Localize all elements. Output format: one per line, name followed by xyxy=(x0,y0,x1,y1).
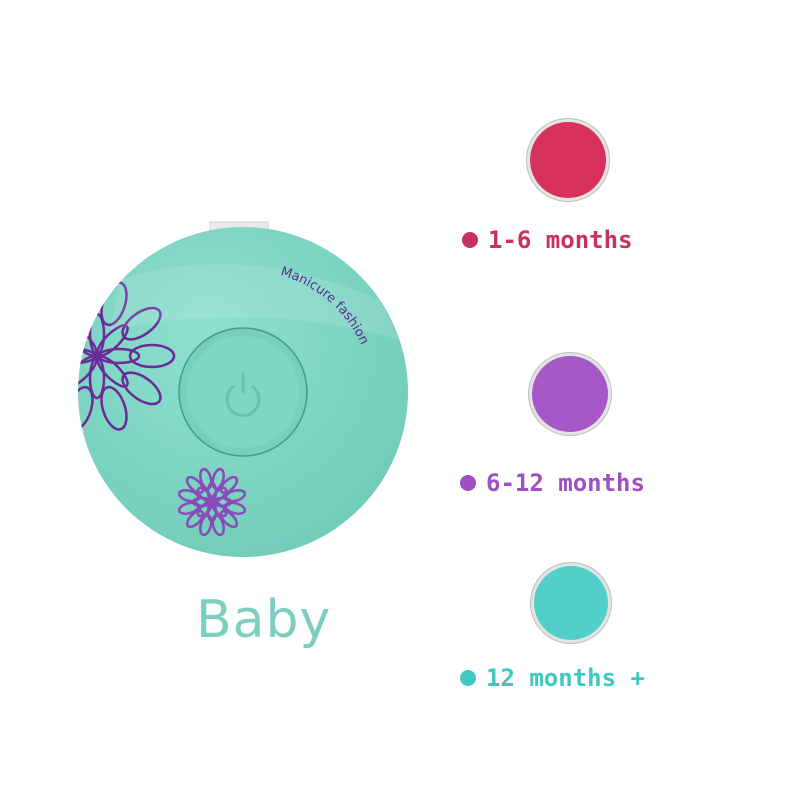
flower-petal xyxy=(121,306,162,341)
flower-petal xyxy=(219,509,239,529)
pad-6-12-months xyxy=(532,356,608,432)
bullet-dot xyxy=(460,670,476,686)
flower-icon xyxy=(177,467,247,537)
flower-center xyxy=(94,353,100,359)
power-icon xyxy=(225,372,261,417)
flower-petal xyxy=(78,281,94,327)
power-button[interactable] xyxy=(178,327,308,457)
pad-12-months-plus xyxy=(534,566,608,640)
label-6-12-months: 6-12 months xyxy=(460,469,645,497)
flower-petal xyxy=(121,371,162,406)
flower-center xyxy=(209,499,215,505)
flower-petal xyxy=(185,475,205,495)
flower-petal xyxy=(177,501,200,515)
flower-petal xyxy=(78,385,94,431)
flower-petal xyxy=(224,489,247,503)
flower-petal xyxy=(100,385,128,431)
flower-petal xyxy=(211,514,225,537)
bullet-dot xyxy=(462,232,478,248)
flower-petal xyxy=(20,345,64,367)
flower-petal xyxy=(28,302,77,346)
flower-petal xyxy=(219,475,239,495)
flower-petal xyxy=(185,509,205,529)
flower-petal xyxy=(128,343,176,369)
label-1-6-months: 1-6 months xyxy=(462,226,633,254)
label-text: 6-12 months xyxy=(486,469,645,497)
label-12-months-plus: 12 months + xyxy=(460,664,645,692)
flower-petal xyxy=(199,514,213,537)
flower-petal xyxy=(177,489,200,503)
flower-petal xyxy=(199,467,213,490)
bullet-dot xyxy=(460,475,476,491)
flower-petal xyxy=(224,501,247,515)
baby-caption: Baby xyxy=(196,590,332,650)
flower-petal xyxy=(211,467,225,490)
label-text: 12 months + xyxy=(486,664,645,692)
label-text: 1-6 months xyxy=(488,226,633,254)
flower-petal xyxy=(28,366,77,410)
pad-1-6-months xyxy=(530,122,606,198)
